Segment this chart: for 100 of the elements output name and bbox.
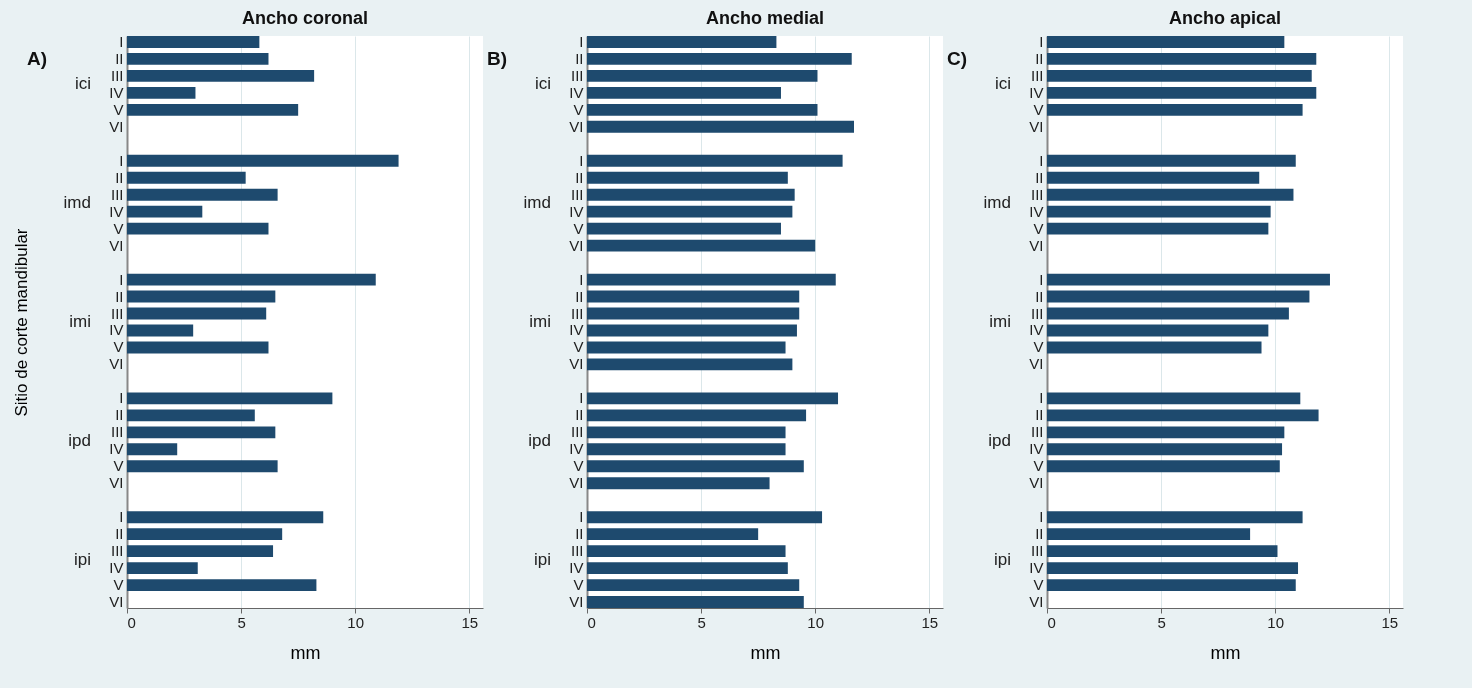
y-tick-label: IV — [569, 83, 584, 101]
y-tick-label: V — [573, 576, 584, 594]
y-tick-label: III — [110, 542, 124, 560]
text: ipi — [993, 549, 1011, 569]
y-tick-label: I — [1039, 32, 1044, 50]
y-tick-label: III — [110, 423, 124, 441]
y-tick-label: II — [575, 287, 584, 305]
x-tick-label: 15 — [1381, 613, 1399, 631]
text: ipi — [73, 549, 91, 569]
x-tick-label: 15 — [921, 613, 939, 631]
y-tick-label: VI — [1029, 474, 1044, 492]
y-tick-label: II — [575, 49, 584, 67]
y-tick-label: VI — [1029, 355, 1044, 373]
y-tick-label: II — [575, 525, 584, 543]
text: ici — [994, 74, 1011, 94]
y-tick-label: IV — [109, 559, 124, 577]
y-tick-label: I — [1039, 151, 1044, 169]
y-tick-label: III — [1030, 66, 1044, 84]
y-tick-label: VI — [109, 236, 124, 254]
y-tick-label: VI — [109, 117, 124, 135]
text: ipd — [68, 430, 91, 450]
y-tick-label: III — [110, 185, 124, 203]
text: imd — [63, 193, 91, 213]
y-tick-label: VI — [109, 593, 124, 611]
y-tick-label: II — [115, 406, 124, 424]
chart-title: Ancho medial — [705, 8, 825, 29]
text: imi — [69, 311, 91, 331]
y-tick-label: III — [1030, 304, 1044, 322]
y-axis-title: Sitio de corte mandibular — [12, 228, 32, 417]
y-tick-label: I — [119, 508, 124, 526]
y-tick-label: V — [113, 338, 124, 356]
y-tick-label: I — [579, 151, 584, 169]
y-tick-label: V — [1033, 338, 1044, 356]
y-tick-label: V — [1033, 219, 1044, 237]
y-tick-label: V — [1033, 576, 1044, 594]
y-tick-label: II — [575, 406, 584, 424]
text: ipd — [528, 430, 551, 450]
y-tick-label: I — [579, 389, 584, 407]
y-tick-label: I — [1039, 508, 1044, 526]
x-tick-label: 0 — [587, 613, 596, 631]
y-tick-label: III — [110, 66, 124, 84]
x-axis-title: mm — [750, 642, 781, 663]
y-tick-label: IV — [1029, 440, 1044, 458]
y-tick-label: III — [570, 542, 584, 560]
x-tick-label: 5 — [697, 613, 706, 631]
x-tick-label: 5 — [237, 613, 246, 631]
y-tick-label: I — [119, 389, 124, 407]
y-tick-label: VI — [569, 355, 584, 373]
y-tick-label: IV — [109, 202, 124, 220]
text: imi — [529, 311, 551, 331]
x-tick-label: 10 — [1267, 613, 1285, 631]
y-tick-label: IV — [109, 440, 124, 458]
y-tick-label: II — [1035, 406, 1044, 424]
chart-title: Ancho coronal — [241, 8, 369, 29]
text: B) — [487, 47, 508, 69]
text: ici — [74, 74, 91, 94]
y-tick-label: VI — [569, 236, 584, 254]
y-tick-label: VI — [569, 474, 584, 492]
y-tick-label: II — [1035, 287, 1044, 305]
x-tick-label: 5 — [1157, 613, 1166, 631]
text: imd — [523, 193, 551, 213]
y-tick-label: I — [579, 32, 584, 50]
y-tick-label: II — [575, 168, 584, 186]
x-tick-label: 10 — [347, 613, 365, 631]
text: A) — [27, 47, 48, 69]
x-tick-label: 0 — [127, 613, 136, 631]
y-tick-label: II — [115, 525, 124, 543]
text: imd — [983, 193, 1011, 213]
y-tick-label: IV — [569, 440, 584, 458]
y-tick-label: II — [1035, 525, 1044, 543]
y-tick-label: III — [570, 304, 584, 322]
y-tick-label: III — [570, 66, 584, 84]
x-axis-title: mm — [1210, 642, 1241, 663]
text: C) — [947, 47, 968, 69]
text: imi — [989, 311, 1011, 331]
y-tick-label: IV — [1029, 321, 1044, 339]
y-tick-label: I — [119, 151, 124, 169]
y-tick-label: IV — [109, 83, 124, 101]
y-tick-label: IV — [1029, 559, 1044, 577]
y-tick-label: I — [1039, 389, 1044, 407]
y-tick-label: IV — [569, 321, 584, 339]
text: ipd — [988, 430, 1011, 450]
y-tick-label: IV — [1029, 202, 1044, 220]
y-tick-label: V — [573, 338, 584, 356]
y-tick-label: V — [113, 219, 124, 237]
text: ici — [534, 74, 551, 94]
x-tick-label: 15 — [461, 613, 479, 631]
y-tick-label: V — [573, 219, 584, 237]
x-tick-label: 10 — [807, 613, 825, 631]
y-tick-label: VI — [109, 474, 124, 492]
text: ipi — [533, 549, 551, 569]
y-tick-label: V — [573, 100, 584, 118]
x-axis-title: mm — [290, 642, 321, 663]
x-tick-label: 0 — [1047, 613, 1056, 631]
y-tick-label: V — [573, 457, 584, 475]
y-tick-label: II — [115, 168, 124, 186]
y-tick-label: VI — [1029, 117, 1044, 135]
y-tick-label: III — [1030, 423, 1044, 441]
y-tick-label: IV — [569, 559, 584, 577]
y-tick-label: IV — [109, 321, 124, 339]
